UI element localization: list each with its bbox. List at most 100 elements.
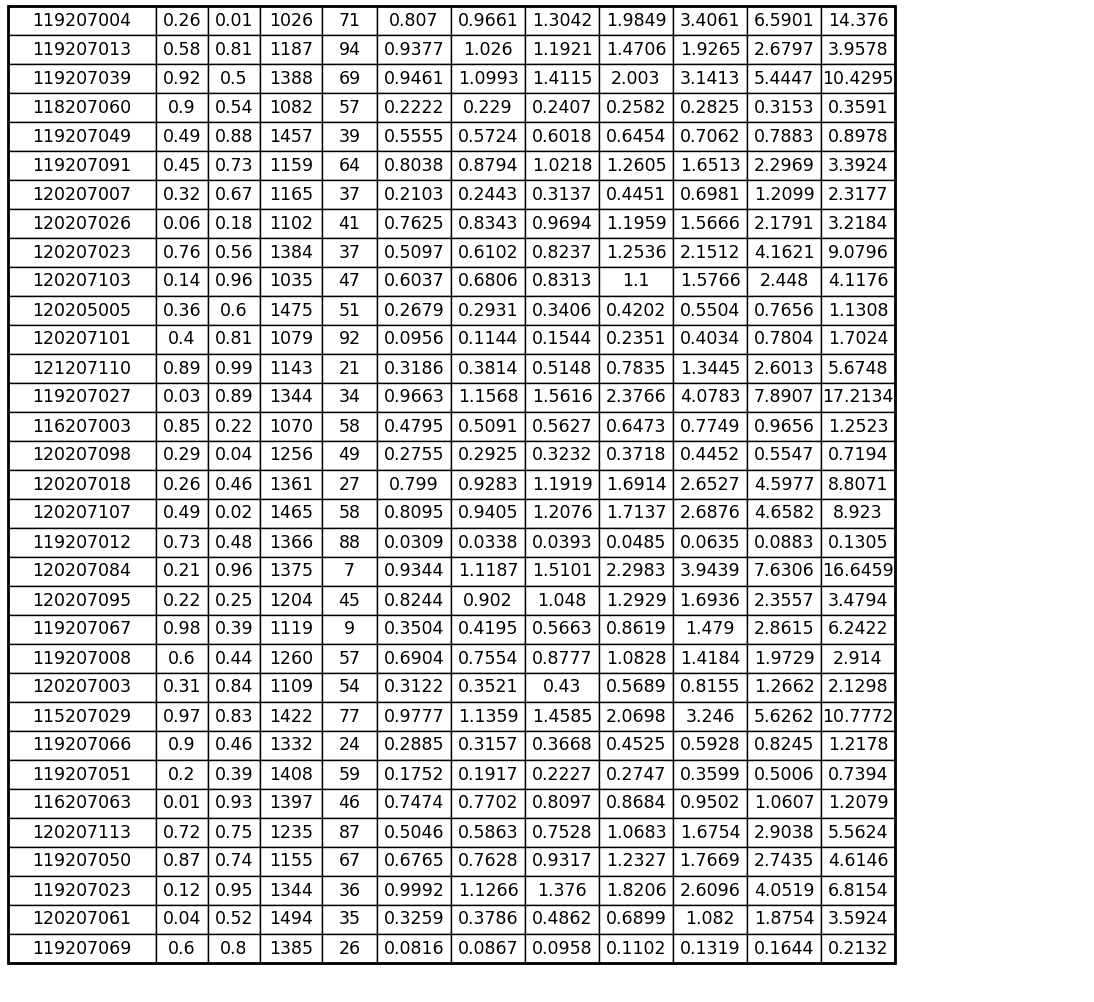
- Text: 1.5101: 1.5101: [532, 562, 592, 580]
- Bar: [820, 905, 895, 934]
- Bar: [451, 35, 525, 64]
- Bar: [156, 354, 208, 383]
- Bar: [747, 180, 820, 209]
- Bar: [8, 267, 156, 296]
- Bar: [322, 499, 377, 528]
- Text: 37: 37: [338, 185, 361, 203]
- Text: 0.4202: 0.4202: [606, 302, 666, 320]
- Bar: [156, 180, 208, 209]
- Text: 0.5663: 0.5663: [532, 620, 592, 638]
- Text: 0.04: 0.04: [214, 447, 253, 465]
- Text: 1.8206: 1.8206: [606, 882, 666, 900]
- Text: 4.6146: 4.6146: [828, 853, 888, 871]
- Text: 0.7656: 0.7656: [754, 302, 814, 320]
- Text: 0.31: 0.31: [163, 678, 201, 696]
- Bar: [208, 789, 260, 818]
- Text: 1.1959: 1.1959: [606, 214, 666, 232]
- Bar: [600, 847, 673, 876]
- Bar: [377, 499, 451, 528]
- Text: 17.2134: 17.2134: [823, 389, 894, 407]
- Text: 0.29: 0.29: [163, 447, 201, 465]
- Bar: [8, 296, 156, 325]
- Text: 1408: 1408: [269, 766, 313, 784]
- Bar: [747, 296, 820, 325]
- Text: 26: 26: [338, 940, 361, 958]
- Text: 0.3232: 0.3232: [532, 447, 592, 465]
- Bar: [322, 731, 377, 760]
- Text: 0.8794: 0.8794: [457, 156, 519, 174]
- Text: 1475: 1475: [269, 302, 313, 320]
- Text: 120207023: 120207023: [33, 243, 131, 262]
- Bar: [322, 267, 377, 296]
- Bar: [673, 64, 747, 93]
- Bar: [377, 151, 451, 180]
- Text: 0.5006: 0.5006: [754, 766, 814, 784]
- Bar: [820, 760, 895, 789]
- Text: 1119: 1119: [269, 620, 313, 638]
- Bar: [673, 876, 747, 905]
- Bar: [322, 644, 377, 673]
- Text: 2.1512: 2.1512: [679, 243, 741, 262]
- Text: 1.4184: 1.4184: [679, 649, 741, 667]
- Text: 0.2443: 0.2443: [458, 185, 519, 203]
- Bar: [322, 876, 377, 905]
- Text: 0.2885: 0.2885: [384, 736, 444, 755]
- Bar: [820, 122, 895, 151]
- Bar: [600, 905, 673, 934]
- Text: 0.8: 0.8: [220, 940, 247, 958]
- Bar: [156, 818, 208, 847]
- Text: 1.1359: 1.1359: [457, 707, 519, 725]
- Bar: [600, 615, 673, 644]
- Text: 0.67: 0.67: [214, 185, 254, 203]
- Text: 24: 24: [338, 736, 360, 755]
- Bar: [260, 760, 322, 789]
- Bar: [8, 876, 156, 905]
- Text: 0.3718: 0.3718: [606, 447, 666, 465]
- Bar: [525, 934, 600, 963]
- Text: 0.46: 0.46: [214, 476, 253, 494]
- Bar: [820, 499, 895, 528]
- Text: 69: 69: [338, 69, 361, 87]
- Text: 0.3591: 0.3591: [828, 98, 888, 116]
- Text: 0.39: 0.39: [214, 766, 254, 784]
- Bar: [600, 6, 673, 35]
- Text: 37: 37: [338, 243, 361, 262]
- Text: 0.799: 0.799: [389, 476, 439, 494]
- Bar: [600, 93, 673, 122]
- Text: 0.22: 0.22: [214, 418, 253, 436]
- Text: 0.7474: 0.7474: [384, 795, 444, 813]
- Text: 0.81: 0.81: [214, 40, 253, 58]
- Text: 1.0218: 1.0218: [532, 156, 592, 174]
- Bar: [260, 557, 322, 586]
- Text: 0.2747: 0.2747: [606, 766, 666, 784]
- Bar: [600, 151, 673, 180]
- Bar: [322, 383, 377, 412]
- Bar: [747, 557, 820, 586]
- Text: 1332: 1332: [269, 736, 313, 755]
- Bar: [525, 93, 600, 122]
- Text: 0.9663: 0.9663: [384, 389, 444, 407]
- Bar: [451, 499, 525, 528]
- Text: 0.18: 0.18: [214, 214, 253, 232]
- Text: 1256: 1256: [269, 447, 313, 465]
- Bar: [377, 905, 451, 934]
- Bar: [820, 934, 895, 963]
- Text: 0.5928: 0.5928: [679, 736, 741, 755]
- Bar: [322, 64, 377, 93]
- Bar: [525, 876, 600, 905]
- Bar: [377, 673, 451, 702]
- Bar: [451, 760, 525, 789]
- Bar: [673, 470, 747, 499]
- Text: 0.7749: 0.7749: [679, 418, 741, 436]
- Text: 0.1752: 0.1752: [384, 766, 444, 784]
- Bar: [525, 470, 600, 499]
- Bar: [673, 93, 747, 122]
- Bar: [322, 528, 377, 557]
- Text: 0.46: 0.46: [214, 736, 253, 755]
- Bar: [156, 35, 208, 64]
- Bar: [747, 789, 820, 818]
- Bar: [451, 93, 525, 122]
- Bar: [451, 122, 525, 151]
- Bar: [820, 876, 895, 905]
- Text: 1.2536: 1.2536: [606, 243, 666, 262]
